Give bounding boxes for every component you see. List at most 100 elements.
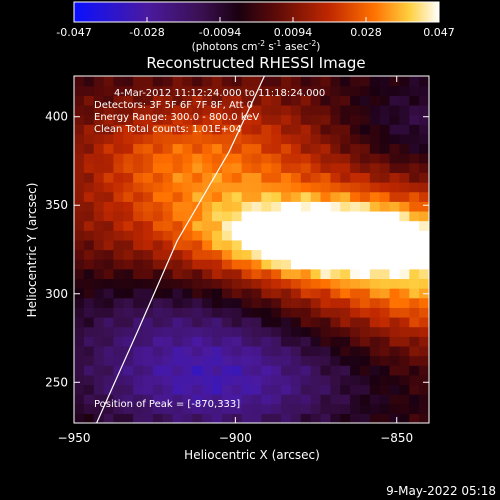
heatmap-cell	[143, 384, 154, 395]
heatmap-cell	[172, 182, 184, 193]
heatmap-cell	[251, 268, 262, 280]
heatmap-cell	[192, 124, 203, 135]
heatmap-cell	[379, 104, 391, 116]
heatmap-cell	[340, 268, 351, 280]
heatmap-cell	[172, 365, 184, 376]
heatmap-cell	[290, 249, 302, 260]
heatmap-cell	[162, 133, 174, 145]
heatmap-cell	[74, 191, 85, 202]
heatmap-cell	[310, 191, 322, 202]
heatmap-cell	[261, 191, 272, 202]
heatmap-cell	[409, 230, 420, 241]
heatmap-cell	[350, 288, 361, 299]
heatmap-cell	[192, 316, 203, 328]
heatmap-cell	[182, 76, 193, 87]
heatmap-cell	[300, 384, 312, 395]
heatmap-cell	[93, 326, 105, 337]
heatmap-cell	[261, 384, 272, 395]
heatmap-cell	[261, 201, 272, 212]
heatmap-cell	[241, 104, 253, 116]
heatmap-cell	[290, 220, 302, 231]
heatmap-cell	[389, 413, 401, 423]
heatmap-cell	[300, 365, 312, 376]
heatmap-cell	[202, 76, 213, 87]
heatmap-cell	[290, 336, 302, 347]
heatmap-cell	[172, 201, 184, 212]
heatmap-cell	[83, 230, 95, 241]
heatmap-cell	[113, 288, 124, 299]
heatmap-cell	[271, 114, 282, 125]
heatmap-cell	[350, 413, 361, 423]
heatmap-cell	[340, 374, 351, 386]
heatmap-cell	[162, 288, 174, 299]
heatmap-cell	[281, 191, 292, 202]
heatmap-cell	[320, 345, 331, 357]
heatmap-cell	[290, 278, 302, 289]
heatmap-cell	[74, 316, 85, 328]
heatmap-cell	[93, 249, 105, 260]
heatmap-cell	[123, 162, 134, 173]
heatmap-cell	[419, 210, 429, 222]
heatmap-cell	[409, 210, 420, 222]
heatmap-cell	[143, 326, 154, 337]
heatmap-cell	[103, 288, 115, 299]
heatmap-cell	[172, 76, 184, 87]
heatmap-cell	[359, 336, 371, 347]
heatmap-cell	[419, 288, 429, 299]
heatmap-cell	[290, 326, 302, 337]
heatmap-cell	[103, 114, 115, 125]
heatmap-cell	[113, 403, 124, 414]
heatmap-cell	[172, 259, 184, 270]
heatmap-cell	[350, 307, 361, 318]
heatmap-cell	[172, 336, 184, 347]
heatmap-cell	[290, 114, 302, 125]
heatmap-cell	[212, 288, 223, 299]
heatmap-cell	[340, 104, 351, 116]
heatmap-cell	[251, 201, 262, 212]
heatmap-cell	[202, 403, 213, 414]
heatmap-cell	[320, 278, 331, 289]
heatmap-cell	[103, 143, 115, 154]
heatmap-cell	[409, 268, 420, 280]
heatmap-cell	[133, 355, 144, 366]
heatmap-cell	[231, 230, 243, 241]
heatmap-cell	[399, 268, 410, 280]
heatmap-cell	[320, 201, 331, 212]
heatmap-cell	[103, 172, 115, 183]
heatmap-cell	[162, 365, 174, 376]
heatmap-cell	[113, 239, 124, 251]
heatmap-cell	[221, 365, 233, 376]
heatmap-cell	[202, 95, 213, 106]
heatmap-cell	[182, 230, 193, 241]
heatmap-cell	[379, 268, 391, 280]
heatmap-cell	[202, 201, 213, 212]
heatmap-cell	[123, 249, 134, 260]
heatmap-cell	[399, 374, 410, 386]
heatmap-cell	[241, 268, 253, 280]
heatmap-cell	[251, 345, 262, 357]
colorbar-tick-label: 0.028	[350, 26, 382, 39]
heatmap-cell	[271, 249, 282, 260]
heatmap-cell	[281, 297, 292, 308]
heatmap-cell	[350, 162, 361, 173]
heatmap-cell	[300, 355, 312, 366]
heatmap-cell	[113, 345, 124, 357]
heatmap-cell	[123, 124, 134, 135]
heatmap-cell	[310, 76, 322, 87]
heatmap-cell	[83, 104, 95, 116]
heatmap-cell	[212, 104, 223, 116]
heatmap-cell	[359, 413, 371, 423]
heatmap-cell	[172, 374, 184, 386]
heatmap-cell	[192, 394, 203, 405]
heatmap-cell	[310, 394, 322, 405]
heatmap-cell	[212, 336, 223, 347]
heatmap-cell	[350, 403, 361, 414]
heatmap-cell	[133, 153, 144, 164]
heatmap-cell	[202, 153, 213, 164]
colorbar-tick-label: -0.0094	[199, 26, 241, 39]
heatmap-cell	[310, 384, 322, 395]
heatmap-cell	[74, 307, 85, 318]
heatmap-cell	[83, 201, 95, 212]
heatmap-cell	[261, 95, 272, 106]
heatmap-cell	[133, 143, 144, 154]
